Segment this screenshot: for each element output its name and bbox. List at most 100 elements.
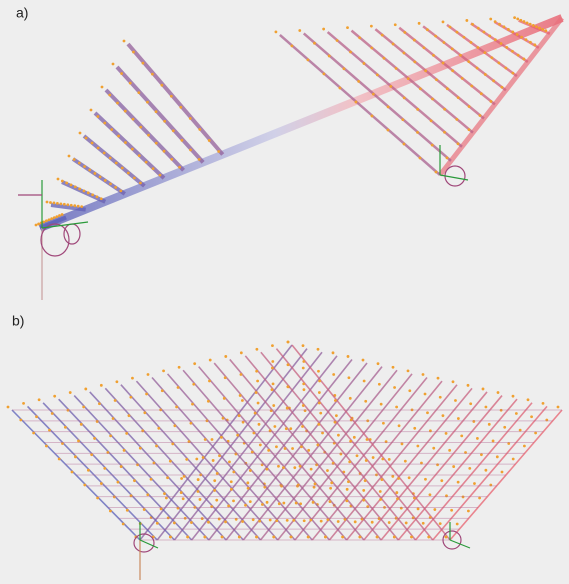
node [332, 351, 335, 354]
node [202, 456, 205, 459]
node [56, 202, 59, 205]
node [96, 115, 99, 118]
node [424, 478, 427, 481]
node [530, 415, 533, 418]
node [392, 43, 395, 46]
node [103, 122, 106, 125]
node [249, 500, 252, 503]
node [365, 459, 368, 462]
node [379, 498, 382, 501]
node [488, 423, 491, 426]
node [59, 202, 62, 205]
node [370, 25, 373, 28]
node [471, 23, 474, 26]
node [443, 108, 446, 111]
node [445, 432, 448, 435]
node [389, 85, 392, 88]
node [467, 384, 470, 387]
node [109, 510, 112, 513]
node [456, 31, 459, 34]
node [115, 380, 118, 383]
node [204, 438, 207, 441]
node [504, 67, 507, 70]
node [459, 54, 462, 57]
node [120, 465, 123, 468]
node [197, 490, 200, 493]
node [492, 440, 495, 443]
node [170, 95, 173, 98]
node [284, 447, 287, 450]
node [53, 202, 56, 205]
node [479, 114, 482, 117]
node [259, 444, 262, 447]
node [114, 399, 117, 402]
node [161, 389, 164, 392]
node [100, 482, 103, 485]
node [239, 394, 242, 397]
node [286, 407, 289, 410]
node [131, 148, 134, 151]
node [364, 479, 367, 482]
node [488, 34, 491, 37]
node [104, 179, 107, 182]
node [467, 510, 470, 513]
node [227, 505, 230, 508]
node [513, 16, 516, 19]
node [209, 359, 212, 362]
node [529, 23, 532, 26]
node [166, 476, 169, 479]
node [477, 27, 480, 30]
node [269, 519, 272, 522]
node [490, 100, 493, 103]
node [123, 40, 126, 43]
node [177, 386, 180, 389]
node [505, 46, 508, 49]
node [275, 519, 278, 522]
node [91, 142, 94, 145]
node [535, 25, 538, 28]
node [189, 148, 192, 151]
node [387, 106, 390, 109]
node [255, 348, 258, 351]
node [370, 47, 373, 50]
node [291, 45, 294, 48]
node [88, 169, 91, 172]
node [42, 220, 45, 223]
node [477, 46, 480, 49]
node [512, 458, 515, 461]
node [383, 57, 386, 60]
node [22, 402, 25, 405]
node [169, 460, 172, 463]
node [451, 69, 454, 72]
node [236, 434, 239, 437]
node [427, 536, 430, 539]
node [371, 521, 374, 524]
node [115, 162, 118, 165]
node [275, 31, 278, 34]
node [19, 419, 22, 422]
node [163, 120, 166, 123]
node [143, 411, 146, 414]
node [224, 355, 227, 358]
node [492, 79, 495, 82]
node [378, 383, 381, 386]
node [358, 536, 361, 539]
node [366, 438, 369, 441]
node [403, 31, 406, 34]
node [424, 393, 427, 396]
node [519, 19, 522, 22]
node [538, 27, 541, 30]
node [542, 402, 545, 405]
node [109, 434, 112, 437]
node [544, 29, 547, 32]
node [452, 465, 455, 468]
node [516, 33, 519, 36]
node [470, 85, 473, 88]
node [522, 58, 525, 61]
node [500, 86, 503, 89]
node [181, 139, 184, 142]
node [87, 191, 90, 194]
node [354, 520, 357, 523]
node [313, 42, 316, 45]
node [287, 363, 290, 366]
